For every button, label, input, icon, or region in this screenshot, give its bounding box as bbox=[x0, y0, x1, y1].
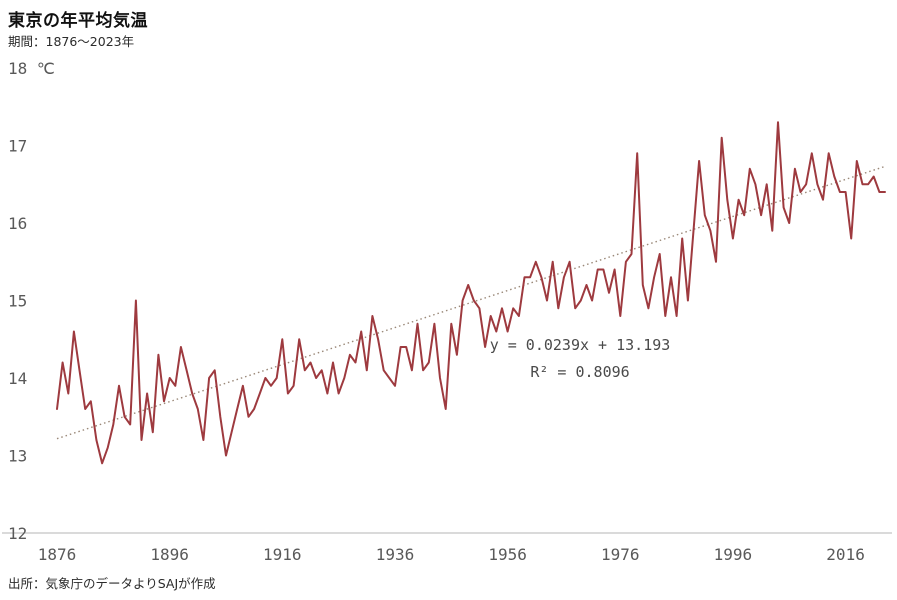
x-tick-label: 2016 bbox=[826, 545, 865, 564]
y-tick-label: 14 bbox=[8, 369, 27, 388]
x-tick-label: 1996 bbox=[714, 545, 753, 564]
trend-r-squared: R² = 0.8096 bbox=[530, 363, 630, 381]
y-tick-label: 12 bbox=[8, 524, 27, 543]
y-tick-label: 17 bbox=[8, 137, 27, 156]
y-tick-label: 13 bbox=[8, 447, 27, 466]
x-tick-label: 1896 bbox=[150, 545, 189, 564]
trend-annotation: y = 0.0239x + 13.193 R² = 0.8096 bbox=[460, 332, 700, 386]
trend-line bbox=[56, 165, 886, 440]
source-attribution: 出所：気象庁のデータよりSAJが作成 bbox=[8, 576, 216, 591]
temperature-line bbox=[56, 121, 886, 465]
x-tick-label: 1876 bbox=[38, 545, 77, 564]
y-tick-label: 16 bbox=[8, 214, 27, 233]
x-tick-label: 1956 bbox=[488, 545, 527, 564]
trend-equation: y = 0.0239x + 13.193 bbox=[489, 336, 671, 354]
chart-period-subtitle: 期間：1876〜2023年 bbox=[8, 34, 135, 49]
y-tick-label: 18 ℃ bbox=[8, 59, 55, 78]
x-tick-label: 1916 bbox=[263, 545, 302, 564]
x-tick-label: 1976 bbox=[601, 545, 640, 564]
x-tick-label: 1936 bbox=[376, 545, 415, 564]
page-title: 東京の年平均気温 bbox=[8, 11, 148, 31]
y-tick-label: 15 bbox=[8, 292, 27, 311]
